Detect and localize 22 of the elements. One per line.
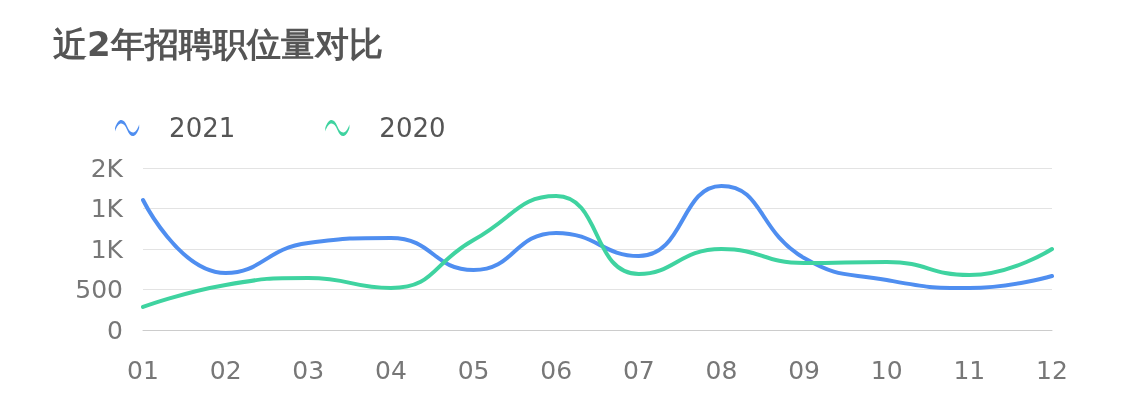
y-tick-label: 1K <box>90 234 124 264</box>
y-tick-label: 0 <box>107 315 123 345</box>
x-tick-label: 11 <box>953 356 986 385</box>
x-tick-label: 05 <box>457 356 490 385</box>
x-tick-label: 02 <box>209 356 242 385</box>
y-tick-label: 1K <box>90 194 124 223</box>
x-tick-label: 09 <box>788 356 820 385</box>
legend-label: 2020 <box>379 113 446 143</box>
x-tick-label: 06 <box>540 356 573 385</box>
y-tick-label: 2K <box>90 153 124 183</box>
x-tick-label: 01 <box>127 356 159 385</box>
x-tick-label: 07 <box>622 356 655 385</box>
legend-label: 2021 <box>169 113 236 143</box>
x-tick-label: 08 <box>705 356 738 385</box>
x-tick-label: 03 <box>292 356 325 385</box>
x-tick-label: 04 <box>375 356 407 385</box>
line-series <box>141 183 1054 290</box>
line-series <box>141 194 1054 309</box>
chart-title: 近2年招聘职位量对比 <box>53 24 383 64</box>
y-tick-label: 500 <box>75 275 123 304</box>
x-tick-label: 12 <box>1036 356 1068 385</box>
x-tick-label: 10 <box>870 356 903 385</box>
